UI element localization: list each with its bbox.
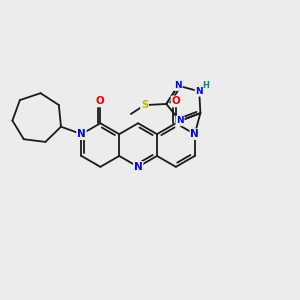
Text: N: N [176,116,184,125]
Text: N: N [77,129,86,139]
Text: N: N [195,87,203,96]
Text: H: H [203,81,210,90]
Text: N: N [134,162,142,172]
Text: N: N [190,129,199,139]
Text: O: O [172,97,180,106]
Text: O: O [96,97,105,106]
Text: N: N [174,81,182,90]
Text: S: S [141,100,148,110]
